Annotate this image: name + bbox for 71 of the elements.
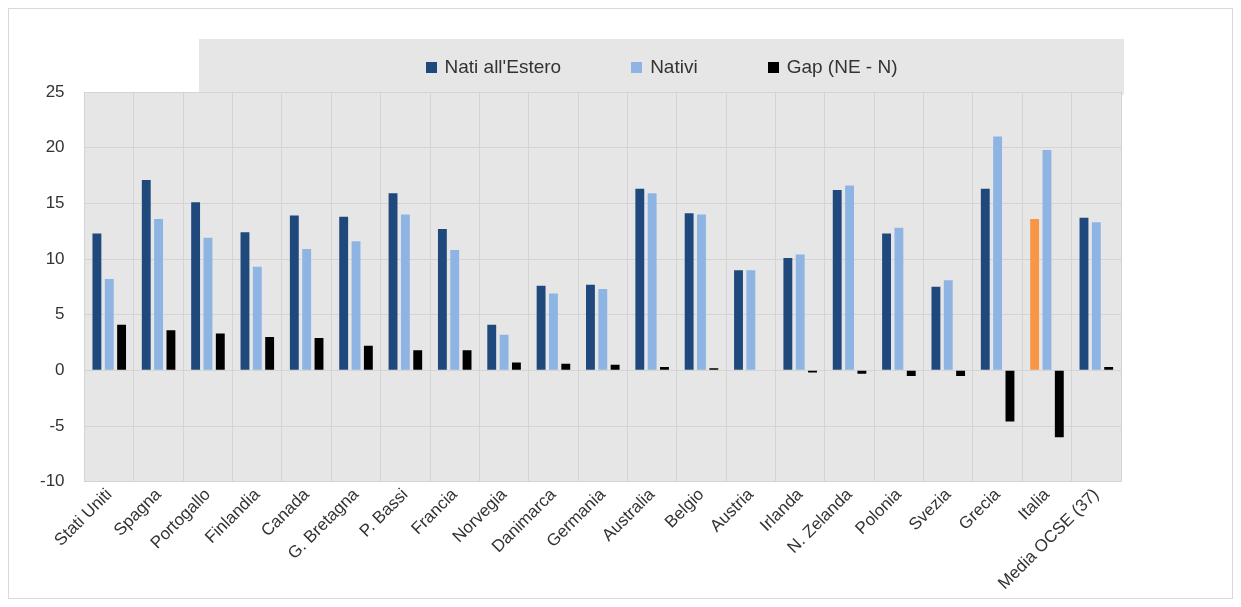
- bar: [240, 232, 250, 370]
- bar: [943, 280, 953, 370]
- legend-label: Gap (NE - N): [785, 56, 898, 78]
- bar: [265, 336, 275, 370]
- y-tick-label: -10: [39, 471, 65, 491]
- bar: [548, 293, 558, 370]
- bar: [1030, 218, 1040, 370]
- bar: [660, 367, 669, 370]
- bar: [586, 284, 595, 370]
- bar: [1104, 367, 1114, 370]
- y-tick-label: -5: [49, 415, 65, 435]
- bar: [845, 185, 854, 370]
- bar: [857, 370, 867, 374]
- bar: [894, 227, 904, 370]
- bar: [117, 324, 127, 370]
- bar: [993, 136, 1003, 370]
- bar: [536, 285, 546, 370]
- bar: [215, 333, 225, 370]
- bar: [931, 286, 941, 370]
- y-tick-label: 0: [55, 360, 65, 380]
- y-tick-label: 20: [45, 137, 65, 157]
- bar: [511, 362, 521, 370]
- bar: [462, 350, 472, 370]
- bar: [647, 193, 657, 370]
- bar: [351, 241, 361, 370]
- bar: [746, 270, 756, 370]
- bar: [363, 345, 373, 370]
- bar: [697, 214, 706, 370]
- bar: [388, 193, 398, 370]
- bar: [882, 233, 892, 370]
- legend-label: Nativi: [649, 56, 698, 78]
- bar: [289, 215, 299, 370]
- bar: [1005, 370, 1015, 422]
- bar: [252, 266, 262, 370]
- bar: [1091, 222, 1101, 370]
- bar: [561, 363, 571, 370]
- bar: [92, 233, 102, 370]
- bar: [734, 270, 743, 370]
- bar: [104, 279, 114, 370]
- bar: [1054, 370, 1064, 438]
- bar: [795, 254, 805, 370]
- bar: [598, 289, 608, 370]
- bar: [191, 202, 201, 370]
- bar: [487, 324, 497, 370]
- bar: [141, 179, 151, 370]
- y-tick-label: 5: [55, 304, 65, 324]
- bar: [1079, 217, 1089, 370]
- bar: [314, 338, 324, 370]
- bar: [906, 370, 916, 376]
- bar: [413, 350, 423, 370]
- bar: [450, 250, 460, 370]
- bar: [499, 334, 509, 370]
- bar: [684, 213, 694, 370]
- bar: [437, 228, 447, 370]
- bar: [166, 330, 176, 370]
- bar: [610, 364, 620, 370]
- bar: [1042, 149, 1052, 370]
- bar: [783, 257, 793, 370]
- bar: [400, 214, 410, 370]
- bar: [635, 188, 645, 370]
- y-tick-label: 10: [45, 248, 65, 268]
- bar: [956, 370, 966, 376]
- y-tick-label: 25: [45, 81, 65, 101]
- bar: [339, 216, 349, 370]
- bar: [302, 249, 312, 370]
- bar: [154, 218, 164, 370]
- bar: [203, 237, 213, 370]
- legend-label: Nati all'Estero: [443, 56, 562, 78]
- bar: [832, 189, 842, 370]
- y-tick-label: 15: [45, 193, 65, 213]
- bar: [980, 188, 990, 370]
